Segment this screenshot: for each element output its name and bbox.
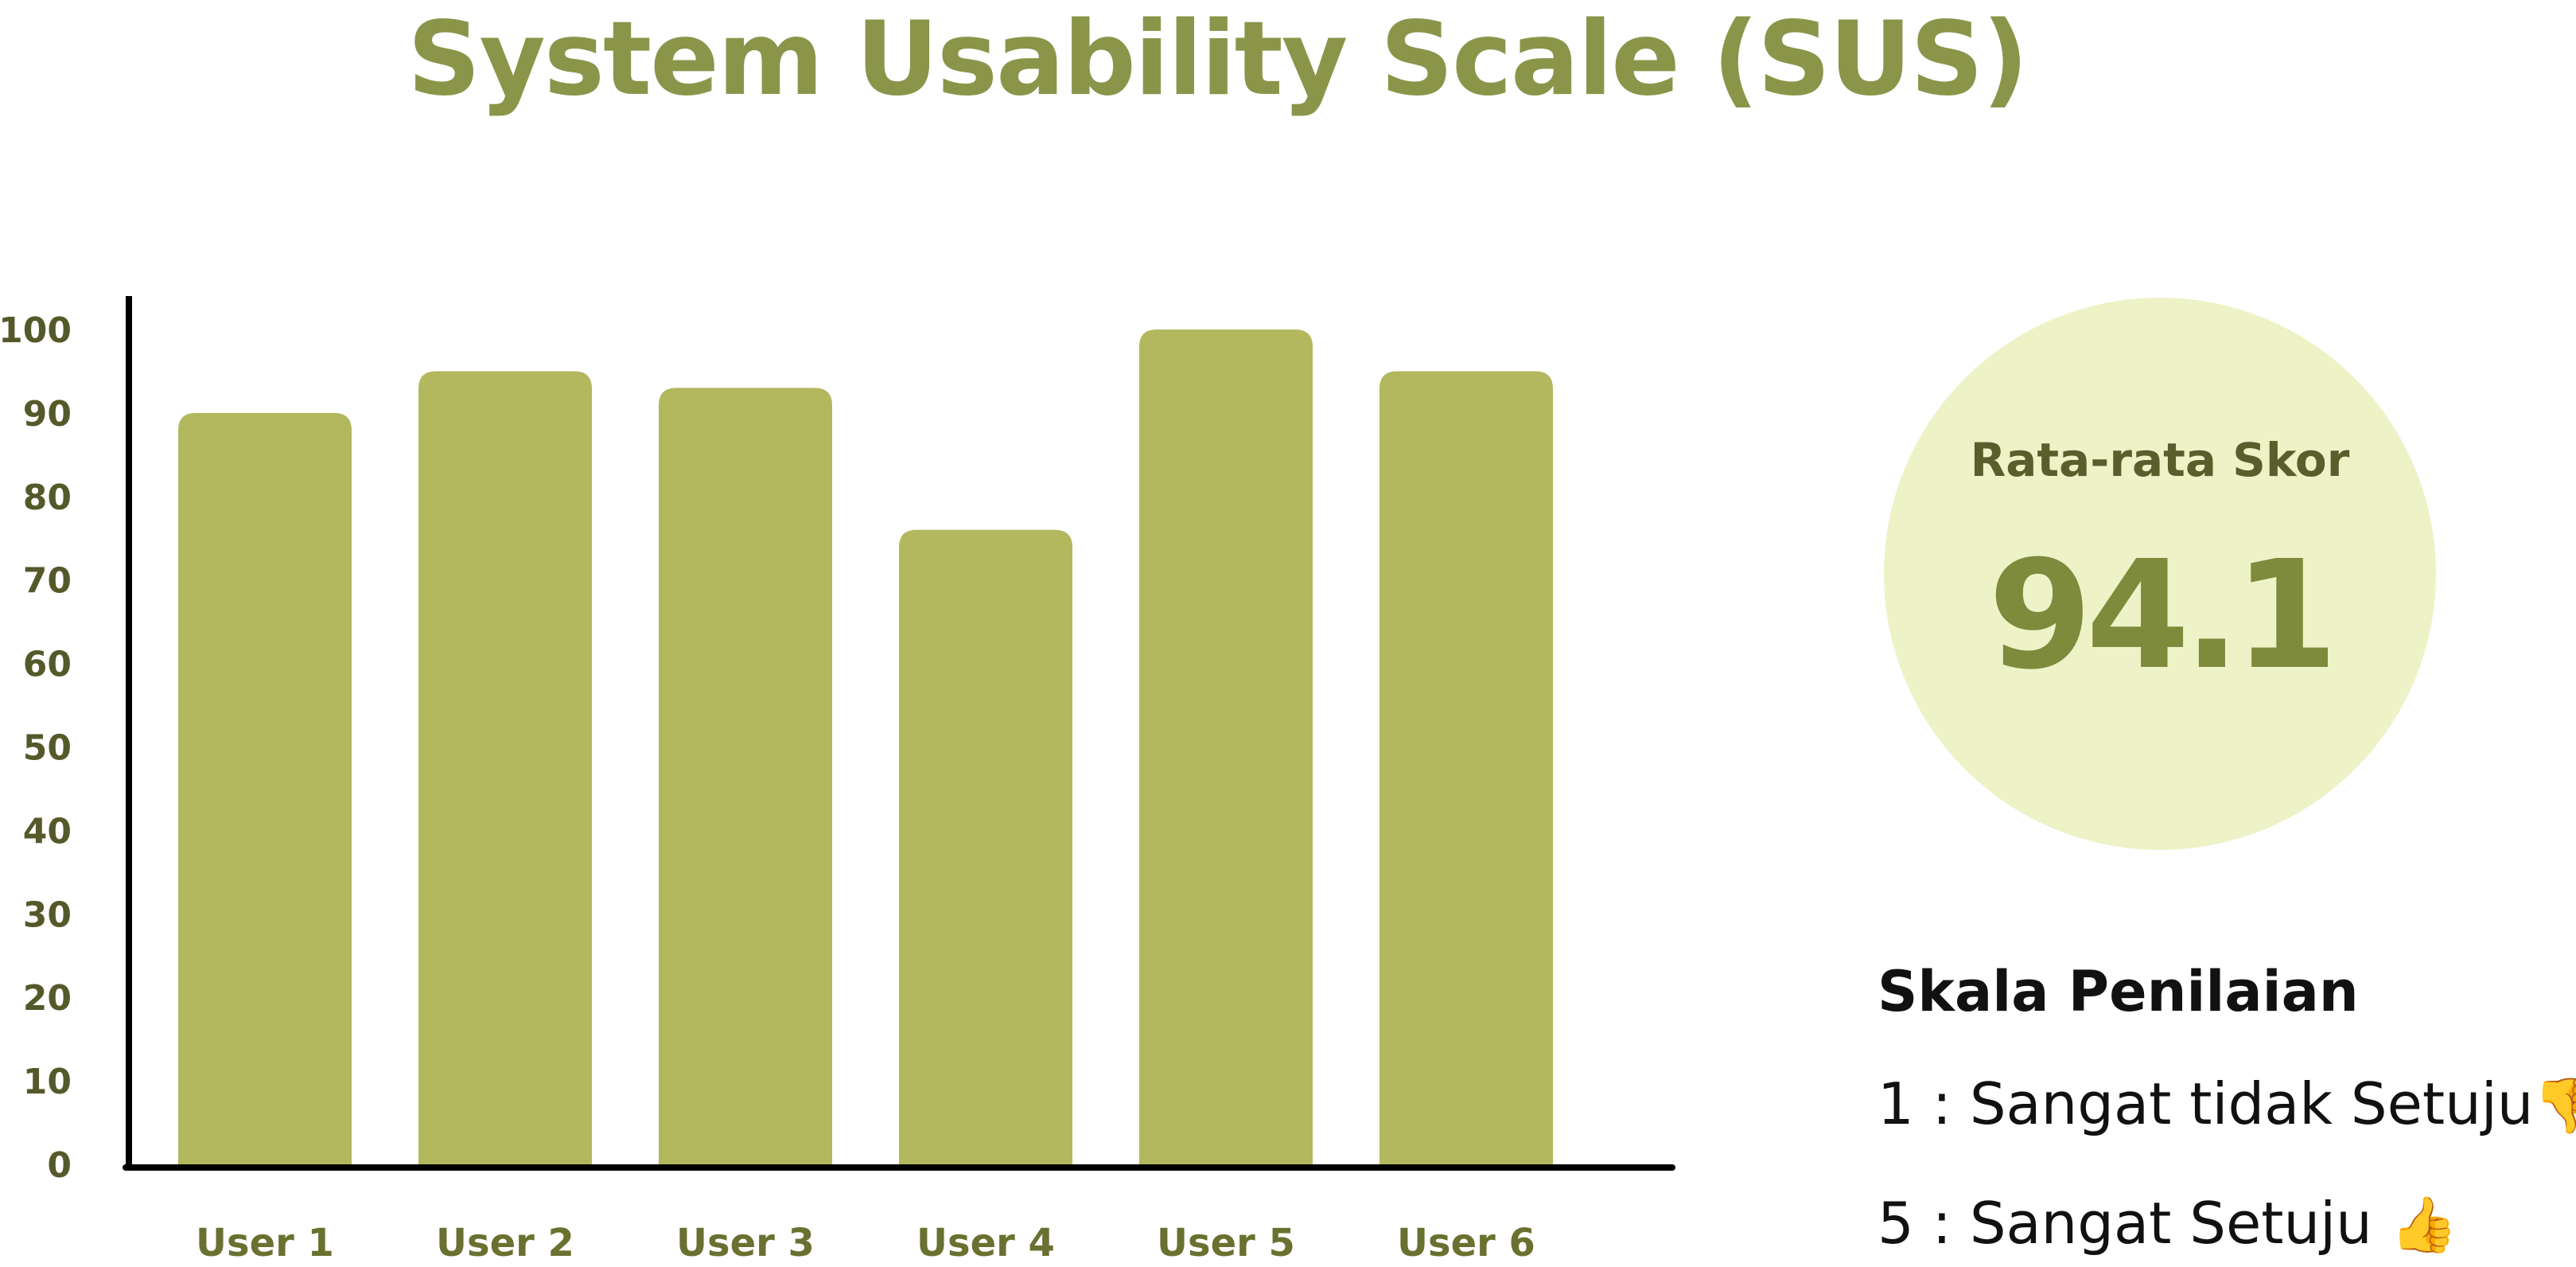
scale-item-1: 1 : Sangat tidak Setuju👎 xyxy=(1878,1070,2576,1137)
bar xyxy=(899,529,1072,1164)
bars xyxy=(178,329,1553,1164)
y-tick-label: 30 xyxy=(23,895,72,935)
x-axis-ticks: User 1 User 2 User 3 User 4 User 5 User 6 xyxy=(196,1221,1535,1265)
y-tick-label: 20 xyxy=(23,978,72,1019)
x-tick-label: User 2 xyxy=(436,1221,574,1265)
bar xyxy=(418,371,592,1164)
y-axis-ticks: 0 10 20 30 40 50 60 70 80 90 100 xyxy=(0,310,72,1186)
y-tick-label: 40 xyxy=(23,811,72,852)
scale-title: Skala Penilaian xyxy=(1878,959,2359,1024)
chart-title: System Usability Scale (SUS) xyxy=(407,0,2029,119)
average-score-label: Rata-rata Skor xyxy=(1970,433,2350,487)
thumbs-up-icon: 👍 xyxy=(2390,1194,2458,1257)
y-tick-label: 70 xyxy=(23,561,72,602)
bar xyxy=(1379,371,1553,1164)
bar xyxy=(659,388,832,1164)
scale-item-5: 5 : Sangat Setuju 👍 xyxy=(1878,1190,2457,1257)
x-tick-label: User 6 xyxy=(1397,1221,1535,1265)
x-tick-label: User 5 xyxy=(1157,1221,1295,1265)
bar xyxy=(1139,329,1313,1164)
thumbs-down-icon: 👎 xyxy=(2533,1074,2576,1137)
average-score-circle: Rata-rata Skor 94.1 xyxy=(1884,298,2436,850)
scale-item-5-text: 5 : Sangat Setuju xyxy=(1878,1190,2372,1257)
y-tick-label: 10 xyxy=(23,1062,72,1102)
x-tick-label: User 3 xyxy=(676,1221,815,1265)
y-tick-label: 60 xyxy=(23,645,72,685)
x-tick-label: User 4 xyxy=(916,1221,1055,1265)
average-score-value: 94.1 xyxy=(1988,528,2338,703)
y-tick-label: 0 xyxy=(47,1145,72,1186)
y-tick-label: 80 xyxy=(23,478,72,518)
y-tick-label: 100 xyxy=(0,310,72,351)
y-tick-label: 90 xyxy=(23,394,72,435)
bar xyxy=(178,412,352,1164)
x-tick-label: User 1 xyxy=(196,1221,334,1265)
scale-item-1-text: 1 : Sangat tidak Setuju xyxy=(1878,1070,2534,1137)
y-tick-label: 50 xyxy=(23,728,72,769)
